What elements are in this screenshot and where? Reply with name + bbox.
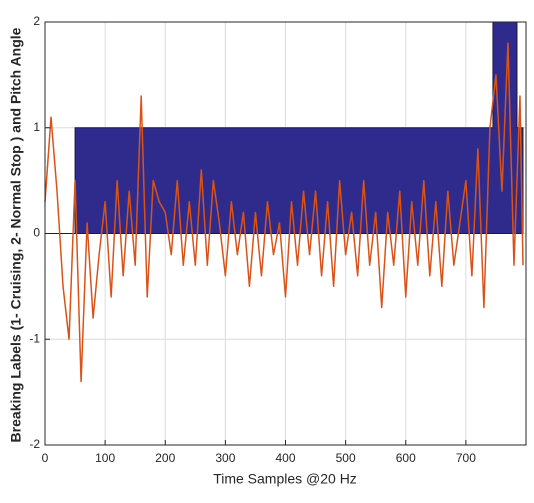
x-tick-label: 0: [42, 451, 49, 465]
y-tick-label: -1: [29, 331, 40, 345]
y-tick-label: 0: [33, 226, 40, 240]
y-axis-label: Breaking Labels (1- Cruising, 2- Normal …: [8, 27, 24, 442]
x-tick-label: 300: [215, 451, 235, 465]
x-tick-label: 500: [336, 451, 356, 465]
x-tick-label: 200: [155, 451, 175, 465]
y-tick-label: 1: [33, 120, 40, 134]
pitch-line: [44, 42, 524, 383]
x-tick-label: 400: [275, 451, 295, 465]
y-tick-label: 2: [33, 14, 40, 28]
x-tick-label: 700: [456, 451, 476, 465]
x-tick-label: 100: [95, 451, 115, 465]
x-tick-label: 600: [396, 451, 416, 465]
x-axis-label: Time Samples @20 Hz: [213, 471, 357, 487]
y-tick-label: -2: [29, 437, 40, 451]
